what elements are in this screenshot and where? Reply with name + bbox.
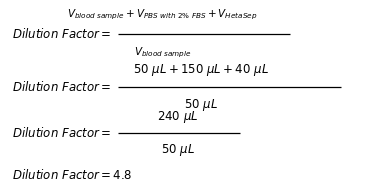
Text: $V_{blood\ sample}$: $V_{blood\ sample}$ — [134, 46, 191, 60]
Text: $V_{blood\ sample} + V_{PBS\ with\ 2\%\ FBS} + V_{HetaSep}$: $V_{blood\ sample} + V_{PBS\ with\ 2\%\ … — [67, 8, 258, 22]
Text: $240\ \mu L$: $240\ \mu L$ — [157, 109, 199, 125]
Text: $\mathit{Dilution\ Factor} = $: $\mathit{Dilution\ Factor} = $ — [12, 27, 111, 41]
Text: $\mathit{Dilution\ Factor} =  4.8$: $\mathit{Dilution\ Factor} = 4.8$ — [12, 168, 132, 182]
Text: $\mathit{Dilution\ Factor} = $: $\mathit{Dilution\ Factor} = $ — [12, 80, 111, 94]
Text: $\mathit{Dilution\ Factor} = $: $\mathit{Dilution\ Factor} = $ — [12, 127, 111, 140]
Text: $50\ \mu L + 150\ \mu L + 40\ \mu L$: $50\ \mu L + 150\ \mu L + 40\ \mu L$ — [133, 62, 269, 78]
Text: $50\ \mu L$: $50\ \mu L$ — [161, 142, 195, 158]
Text: $50\ \mu L$: $50\ \mu L$ — [184, 97, 218, 113]
